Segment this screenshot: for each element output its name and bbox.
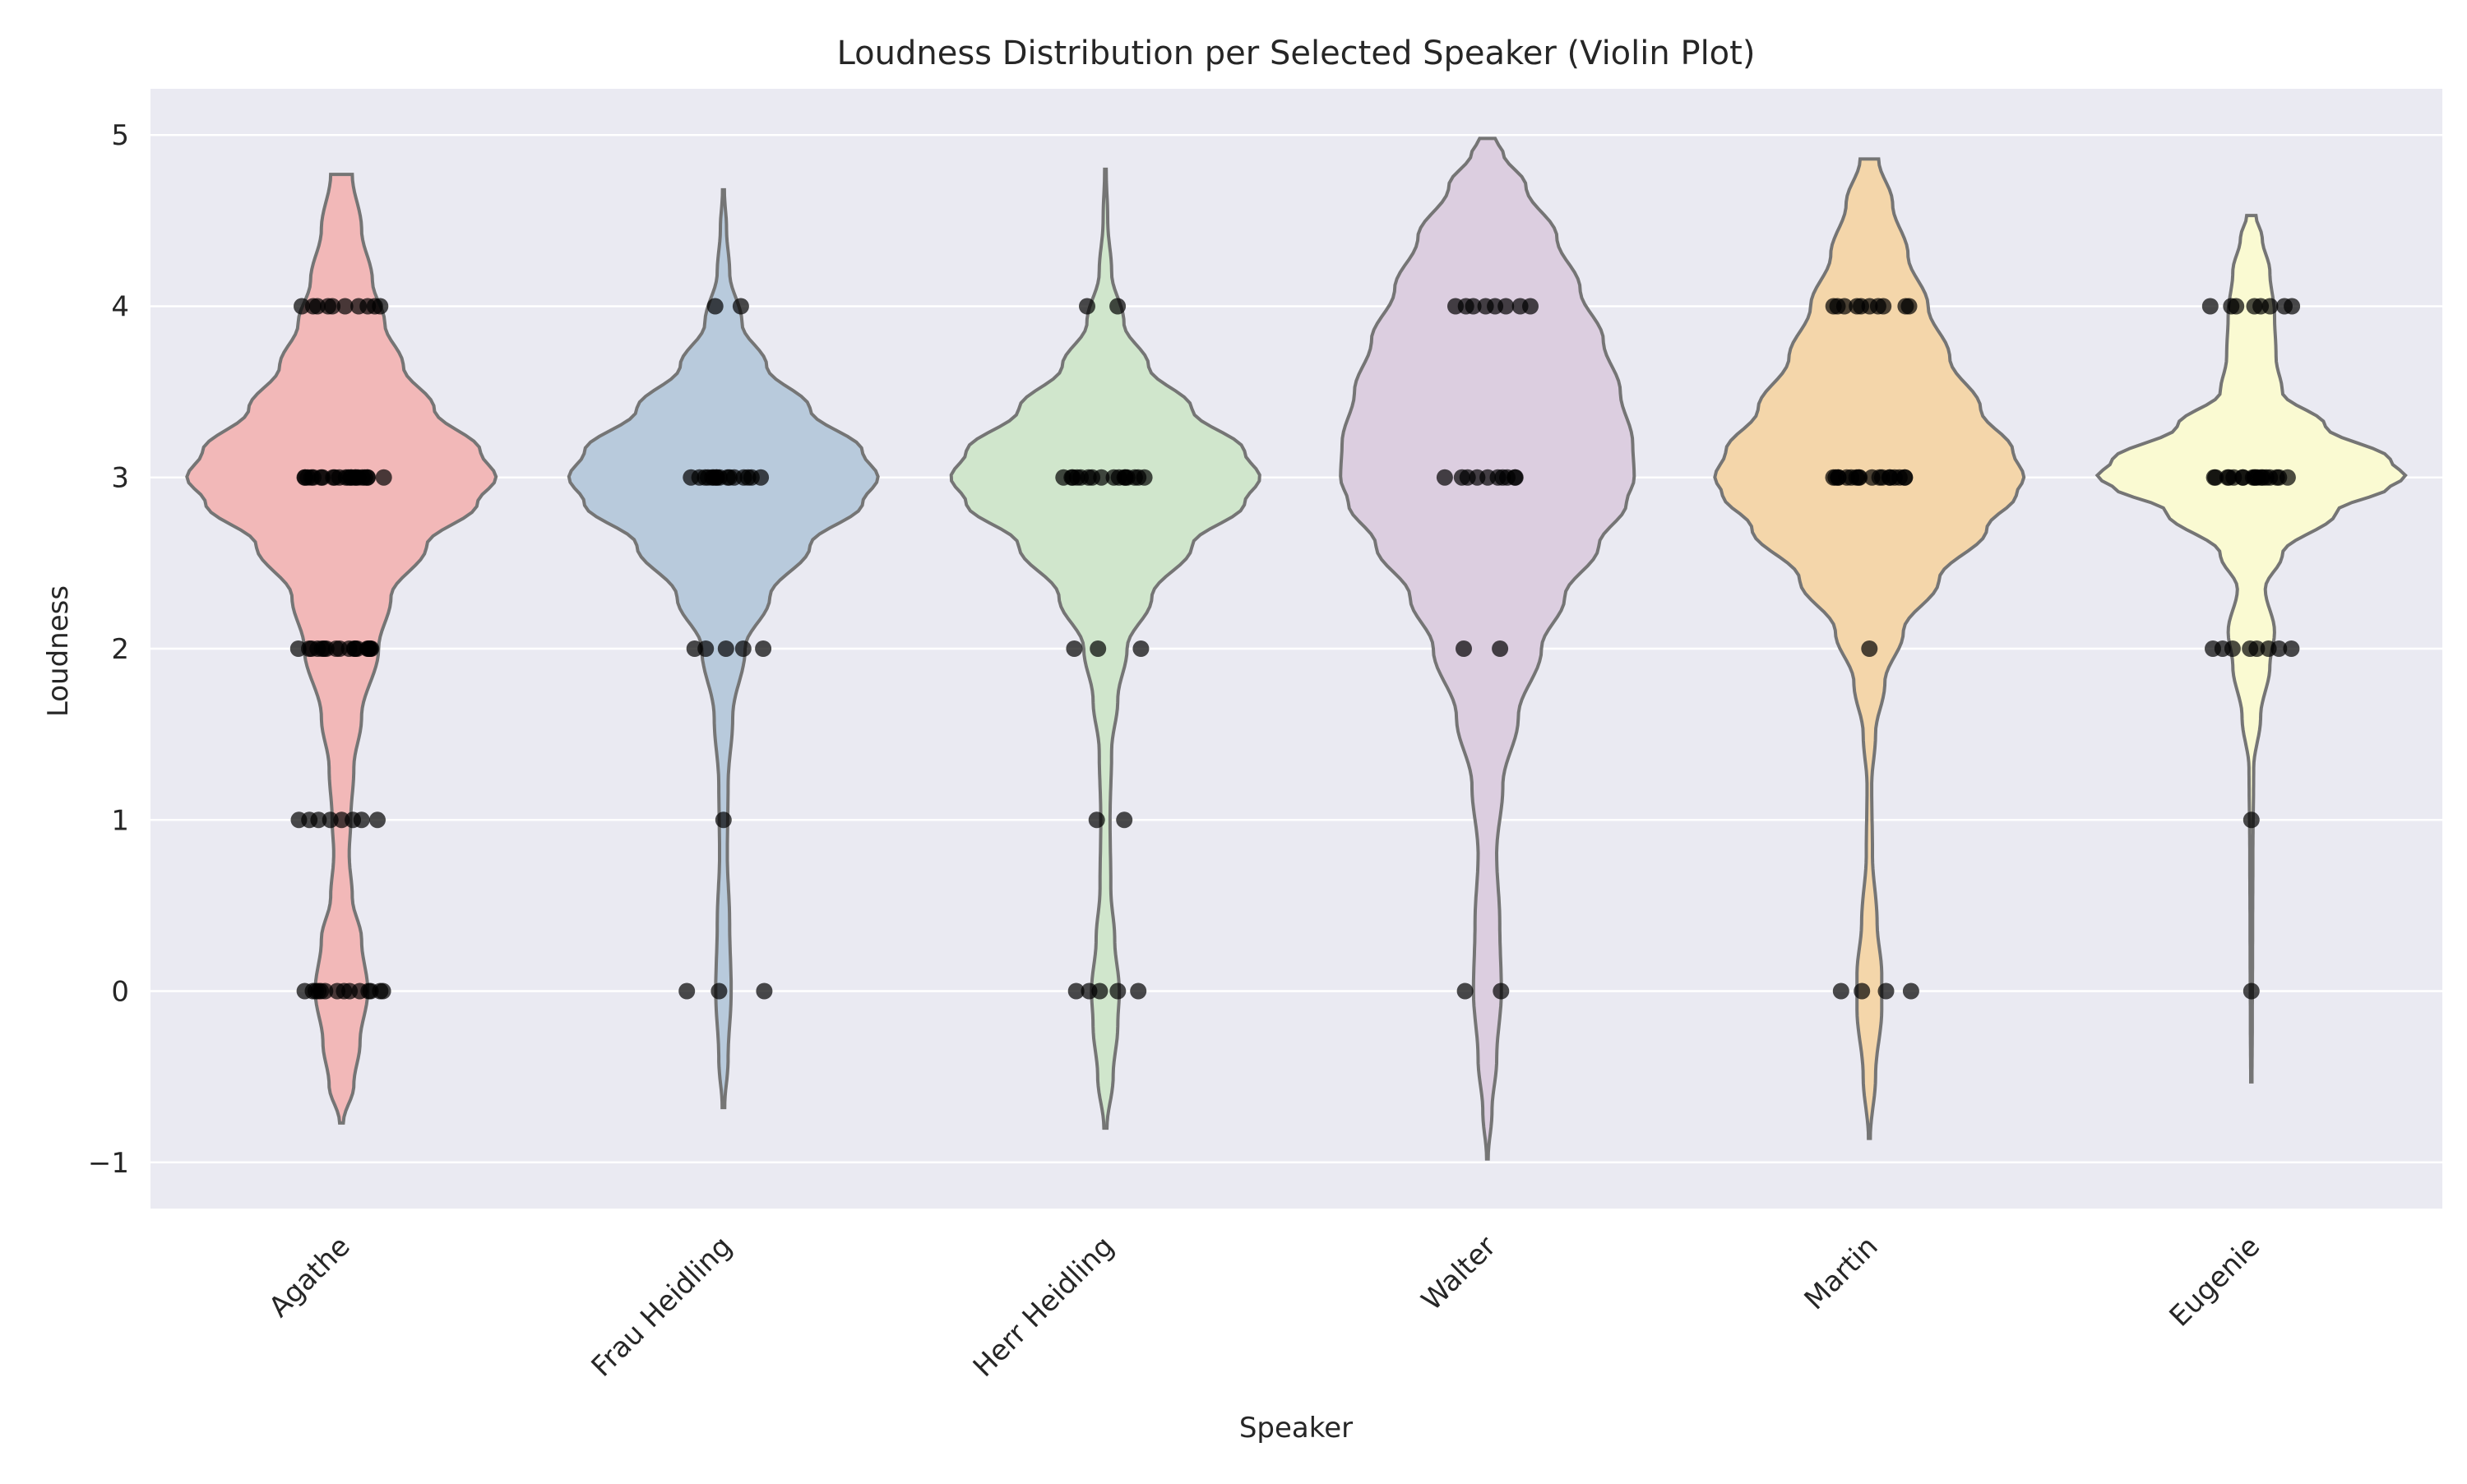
data-point bbox=[317, 982, 334, 1000]
data-point bbox=[1091, 982, 1109, 1000]
data-point bbox=[1130, 982, 1147, 1000]
data-point bbox=[706, 298, 724, 315]
data-point bbox=[697, 640, 715, 657]
data-point bbox=[2201, 298, 2219, 315]
data-point bbox=[2270, 640, 2288, 657]
data-point bbox=[734, 640, 752, 657]
data-point bbox=[756, 982, 773, 1000]
data-point bbox=[2228, 298, 2245, 315]
data-point bbox=[353, 811, 370, 829]
data-point bbox=[1522, 298, 1539, 315]
data-point bbox=[372, 298, 389, 315]
data-point bbox=[1896, 469, 1914, 486]
data-point bbox=[1132, 640, 1150, 657]
data-point bbox=[310, 811, 327, 829]
data-point bbox=[717, 640, 734, 657]
data-point bbox=[1507, 469, 1524, 486]
data-point bbox=[1456, 640, 1472, 657]
data-point bbox=[1877, 982, 1895, 1000]
data-point bbox=[1832, 982, 1849, 1000]
data-point bbox=[1465, 298, 1482, 315]
data-point bbox=[1497, 298, 1515, 315]
data-point bbox=[2207, 469, 2224, 486]
data-point bbox=[1456, 982, 1474, 1000]
data-point bbox=[1851, 469, 1868, 486]
data-point bbox=[732, 298, 749, 315]
y-tick-label: 3 bbox=[111, 462, 129, 495]
data-point bbox=[2284, 298, 2301, 315]
y-tick-label: −1 bbox=[88, 1147, 129, 1180]
gridlines bbox=[150, 133, 2442, 1164]
y-tick-label: 4 bbox=[111, 290, 129, 323]
data-point bbox=[2243, 811, 2260, 829]
y-tick-label: 1 bbox=[111, 804, 129, 837]
data-point bbox=[2248, 640, 2266, 657]
data-point bbox=[1900, 298, 1918, 315]
data-point bbox=[359, 469, 377, 486]
data-point bbox=[336, 298, 354, 315]
data-point bbox=[1875, 298, 1892, 315]
data-point bbox=[1088, 811, 1105, 829]
data-point bbox=[294, 298, 310, 315]
data-point bbox=[1493, 982, 1510, 1000]
data-point bbox=[1436, 469, 1453, 486]
x-axis-label: Speaker bbox=[1239, 1412, 1353, 1445]
data-point bbox=[1090, 640, 1107, 657]
data-point bbox=[1079, 298, 1095, 315]
data-point bbox=[715, 811, 732, 829]
data-point bbox=[752, 469, 770, 486]
data-point bbox=[1902, 982, 1919, 1000]
y-tick-label: 5 bbox=[111, 119, 129, 152]
data-point bbox=[1109, 298, 1127, 315]
data-point bbox=[1835, 298, 1853, 315]
data-point bbox=[1854, 982, 1871, 1000]
data-point bbox=[375, 469, 392, 486]
data-point bbox=[316, 640, 333, 657]
data-point bbox=[2283, 640, 2300, 657]
data-point bbox=[755, 640, 772, 657]
data-point bbox=[1492, 640, 1509, 657]
violin-walter bbox=[1339, 136, 1636, 1161]
data-point bbox=[1067, 982, 1085, 1000]
y-axis-label: Loudness bbox=[42, 585, 75, 717]
data-point bbox=[1861, 640, 1878, 657]
data-point bbox=[363, 640, 380, 657]
data-point bbox=[1066, 640, 1083, 657]
data-point bbox=[710, 982, 728, 1000]
data-point bbox=[2224, 640, 2241, 657]
data-point bbox=[369, 811, 386, 829]
y-tick-label: 2 bbox=[111, 633, 129, 666]
data-point bbox=[322, 811, 339, 829]
data-point bbox=[1109, 982, 1127, 1000]
chart-title: Loudness Distribution per Selected Speak… bbox=[837, 35, 1756, 72]
data-points bbox=[289, 298, 2301, 1000]
data-point bbox=[324, 298, 341, 315]
y-tick-label: 0 bbox=[111, 976, 129, 1009]
data-point bbox=[2243, 982, 2260, 1000]
data-point bbox=[1093, 469, 1110, 486]
y-tick-labels: −1 0 1 2 3 4 5 bbox=[88, 119, 129, 1180]
data-point bbox=[2279, 469, 2296, 486]
data-point bbox=[374, 982, 391, 1000]
data-point bbox=[1130, 469, 1147, 486]
data-point bbox=[333, 811, 350, 829]
data-point bbox=[678, 982, 696, 1000]
data-point bbox=[2261, 298, 2279, 315]
data-point bbox=[1116, 811, 1133, 829]
